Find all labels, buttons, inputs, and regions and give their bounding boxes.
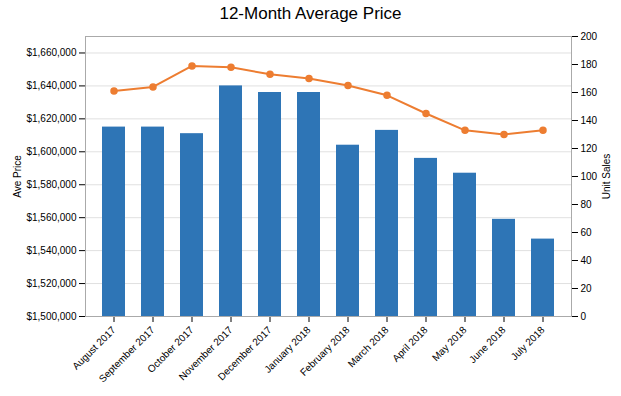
svg-text:160: 160 <box>581 87 598 98</box>
html-text:12-Month Average Price: 12-Month Average Price <box>219 4 402 23</box>
svg-text:October 2017: October 2017 <box>145 324 196 375</box>
svg-text:April 2018: April 2018 <box>390 324 430 364</box>
svg-text:February 2018: February 2018 <box>298 324 352 378</box>
svg-text:40: 40 <box>581 255 593 266</box>
svg-text:August 2017: August 2017 <box>70 324 118 372</box>
svg-text:$1,560,000: $1,560,000 <box>26 212 76 223</box>
svg-text:$1,520,000: $1,520,000 <box>26 278 76 289</box>
svg-text:November 2017: November 2017 <box>176 324 235 383</box>
svg-text:$1,540,000: $1,540,000 <box>26 245 76 256</box>
svg-text:$1,580,000: $1,580,000 <box>26 179 76 190</box>
svg-text:July 2018: July 2018 <box>509 324 547 362</box>
svg-text:March 2018: March 2018 <box>346 324 391 369</box>
svg-text:Ave Price: Ave Price <box>12 155 23 198</box>
svg-text:80: 80 <box>581 199 593 210</box>
svg-text:September 2017: September 2017 <box>97 324 157 384</box>
svg-text:$1,660,000: $1,660,000 <box>26 47 76 58</box>
svg-text:$1,500,000: $1,500,000 <box>26 311 76 322</box>
svg-text:120: 120 <box>581 143 598 154</box>
svg-text:100: 100 <box>581 171 598 182</box>
svg-text:140: 140 <box>581 115 598 126</box>
svg-text:May 2018: May 2018 <box>430 324 469 363</box>
svg-text:$1,600,000: $1,600,000 <box>26 146 76 157</box>
svg-text:December 2017: December 2017 <box>216 324 274 382</box>
svg-text:$1,620,000: $1,620,000 <box>26 113 76 124</box>
svg-text:January 2018: January 2018 <box>262 324 313 375</box>
svg-text:60: 60 <box>581 227 593 238</box>
svg-text:June 2018: June 2018 <box>467 324 508 365</box>
svg-text:180: 180 <box>581 59 598 70</box>
svg-text:$1,640,000: $1,640,000 <box>26 80 76 91</box>
svg-text:0: 0 <box>581 311 587 322</box>
svg-text:20: 20 <box>581 283 593 294</box>
svg-text:200: 200 <box>581 31 598 42</box>
svg-text:Unit Sales: Unit Sales <box>601 154 612 200</box>
